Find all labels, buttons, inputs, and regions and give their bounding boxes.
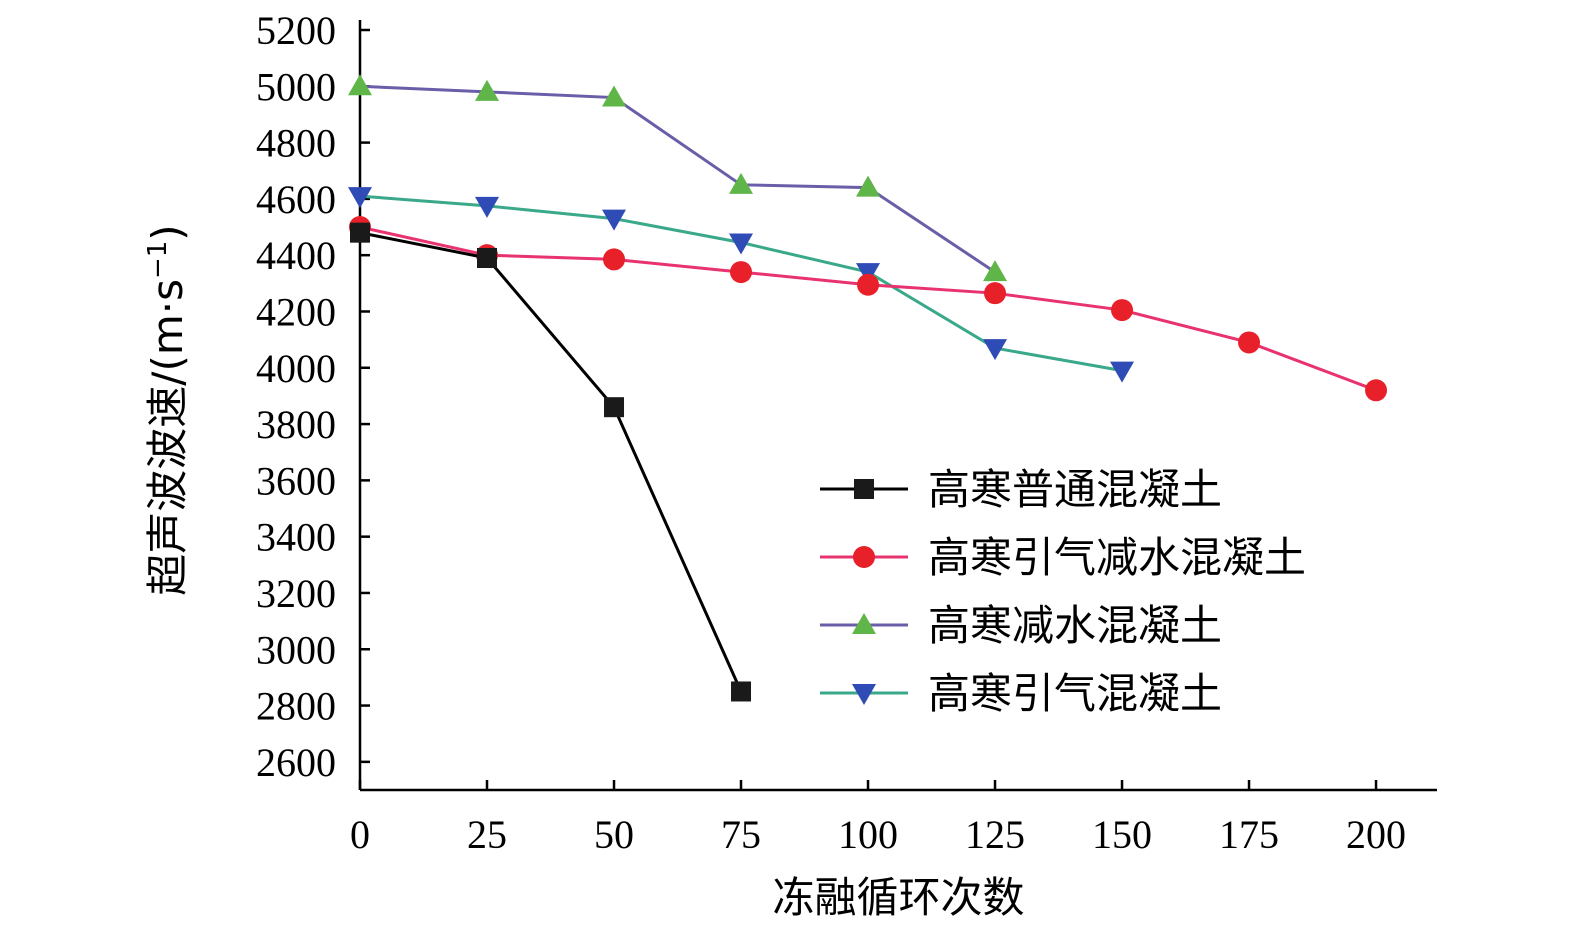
data-point-marker (857, 273, 880, 296)
y-tick-label: 4000 (256, 346, 336, 391)
y-axis-title-main: 超声波波速/(m·s (143, 279, 192, 596)
data-point-marker (477, 248, 498, 268)
data-point-marker (1110, 361, 1135, 383)
data-point-marker (475, 196, 500, 218)
y-tick-label: 4600 (256, 177, 336, 222)
legend-item: 高寒普通混凝土 (820, 465, 1222, 514)
legend-item: 高寒引气减水混凝土 (820, 533, 1306, 582)
series-line (359, 225, 1377, 392)
legend-item: 高寒减水混凝土 (820, 601, 1222, 650)
x-tick-label: 75 (721, 812, 761, 857)
data-point-marker (983, 260, 1008, 282)
tick-marks: 2600 2800 3000 3200 3400 3600 3800 4000 4200 4400… (256, 8, 1406, 857)
data-point-marker (729, 233, 754, 255)
data-point-marker (856, 263, 881, 285)
y-axis-title-superscript: −1 (143, 241, 173, 279)
axes (358, 20, 1437, 792)
series-4 (348, 187, 1135, 383)
x-axis-title: 冻融循环次数 (772, 873, 1024, 922)
y-tick-label: 5000 (256, 64, 336, 109)
y-tick-label: 5200 (256, 8, 336, 53)
series-line (359, 231, 743, 693)
legend-item: 高寒引气混凝土 (820, 669, 1222, 718)
y-tick-label: 3400 (256, 515, 336, 560)
data-point-marker (350, 222, 370, 243)
series-1 (350, 222, 752, 702)
data-point-marker (852, 613, 876, 634)
y-tick-label: 3000 (256, 627, 336, 672)
y-tick-label: 4200 (256, 289, 336, 334)
legend-label: 高寒引气混凝土 (928, 669, 1222, 718)
legend-label: 高寒普通混凝土 (928, 465, 1222, 514)
data-point-marker (602, 209, 627, 231)
y-tick-label: 3800 (256, 402, 336, 447)
series-line (359, 84, 996, 274)
data-point-marker (475, 79, 500, 101)
y-tick-label: 3600 (256, 458, 336, 503)
data-point-marker (1111, 299, 1134, 322)
y-tick-label: 3200 (256, 571, 336, 616)
x-tick-label: 50 (594, 812, 634, 857)
data-point-marker (852, 684, 876, 705)
x-tick-label: 150 (1092, 812, 1152, 857)
y-tick-label: 2800 (256, 684, 336, 729)
series-line (359, 194, 1123, 373)
data-point-marker (853, 546, 875, 568)
y-axis-title: 超声波波速/(m·s−1) (143, 224, 192, 595)
data-point-marker (1365, 379, 1388, 402)
data-point-marker (1238, 331, 1261, 354)
series-2 (349, 216, 1388, 402)
data-point-marker (604, 397, 625, 418)
data-point-marker (854, 479, 874, 499)
data-point-marker (731, 681, 752, 702)
y-tick-label: 2600 (256, 740, 336, 785)
data-point-marker (856, 175, 881, 197)
y-axis-title-close: ) (143, 224, 192, 240)
x-tick-label: 200 (1346, 812, 1406, 857)
x-tick-label: 100 (838, 812, 898, 857)
x-tick-label: 0 (350, 812, 370, 857)
data-point-marker (729, 172, 754, 194)
series-group (348, 74, 1388, 702)
data-point-marker (602, 85, 627, 107)
data-point-marker (603, 248, 626, 271)
x-tick-label: 125 (965, 812, 1025, 857)
x-tick-label: 25 (467, 812, 507, 857)
legend-label: 高寒引气减水混凝土 (928, 533, 1306, 582)
data-point-marker (983, 339, 1008, 361)
data-point-marker (348, 74, 372, 96)
data-point-marker (730, 261, 753, 284)
data-point-marker (984, 282, 1007, 305)
y-tick-label: 4400 (256, 233, 336, 278)
x-tick-label: 175 (1219, 812, 1279, 857)
series-3 (348, 74, 1008, 282)
y-tick-label: 4800 (256, 121, 336, 166)
legend-label: 高寒减水混凝土 (928, 601, 1222, 650)
data-point-marker (348, 187, 372, 209)
